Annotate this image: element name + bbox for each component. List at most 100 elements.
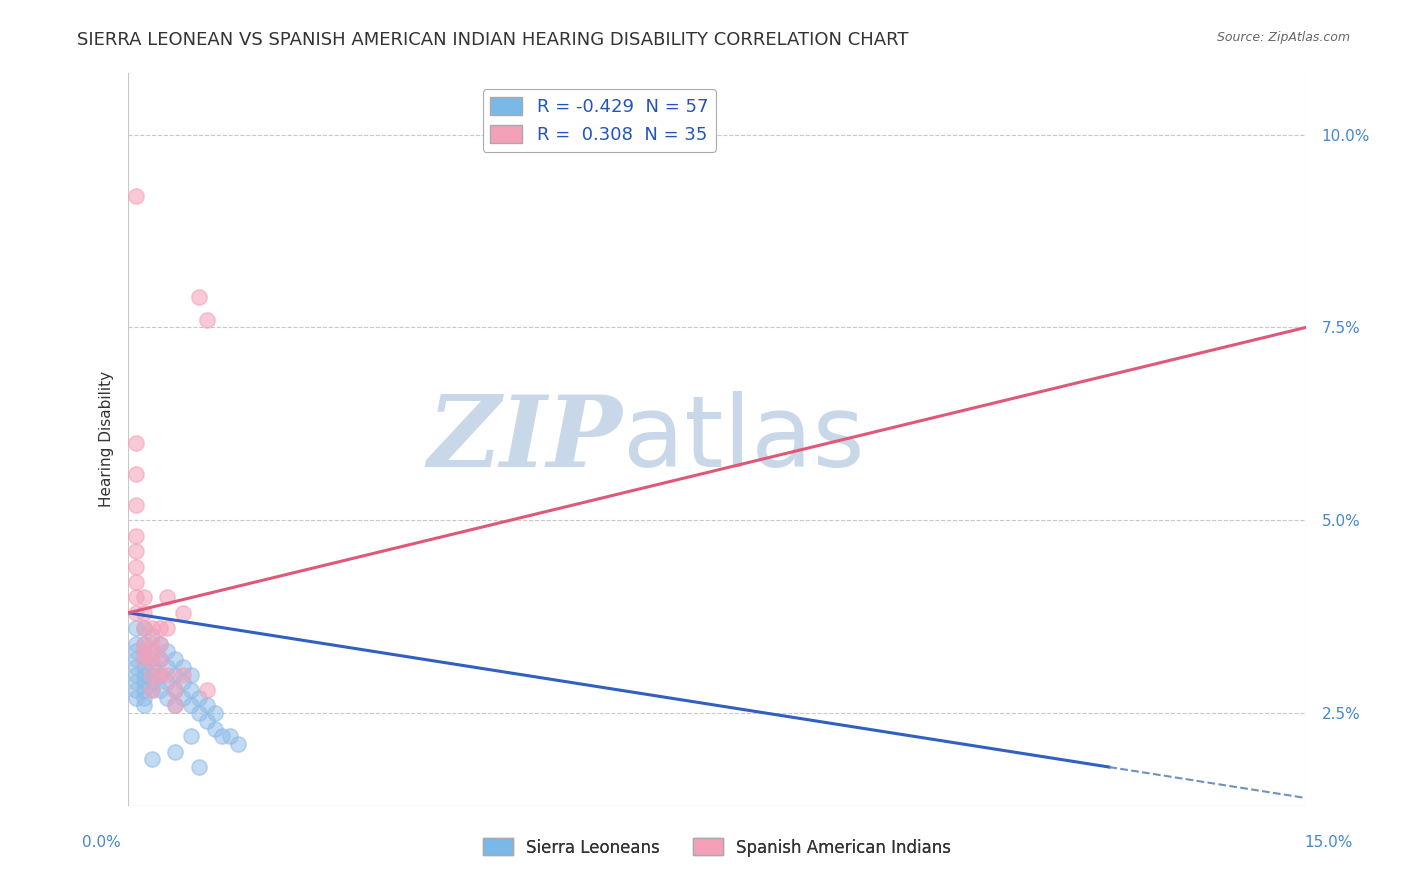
Point — [132, 606, 155, 620]
Point — [195, 682, 218, 697]
Point — [125, 652, 148, 666]
Legend: Sierra Leoneans, Spanish American Indians: Sierra Leoneans, Spanish American Indian… — [475, 831, 957, 863]
Point — [132, 644, 155, 658]
Point — [149, 637, 172, 651]
Point — [125, 574, 148, 589]
Text: Source: ZipAtlas.com: Source: ZipAtlas.com — [1216, 31, 1350, 45]
Point — [195, 714, 218, 728]
Point — [125, 690, 148, 705]
Point — [125, 675, 148, 690]
Point — [165, 667, 187, 681]
Point — [195, 698, 218, 713]
Point — [125, 644, 148, 658]
Point — [156, 675, 179, 690]
Point — [132, 660, 155, 674]
Point — [149, 682, 172, 697]
Point — [149, 652, 172, 666]
Point — [141, 637, 163, 651]
Point — [132, 621, 155, 635]
Point — [125, 498, 148, 512]
Point — [149, 667, 172, 681]
Text: 0.0%: 0.0% — [82, 836, 121, 850]
Point — [141, 682, 163, 697]
Point — [165, 698, 187, 713]
Point — [125, 591, 148, 605]
Point — [132, 682, 155, 697]
Point — [132, 637, 155, 651]
Point — [141, 629, 163, 643]
Point — [132, 652, 155, 666]
Point — [165, 682, 187, 697]
Text: ZIP: ZIP — [427, 391, 623, 488]
Point — [141, 644, 163, 658]
Point — [132, 667, 155, 681]
Point — [141, 652, 163, 666]
Text: 15.0%: 15.0% — [1305, 836, 1353, 850]
Point — [132, 690, 155, 705]
Point — [132, 652, 155, 666]
Point — [187, 290, 209, 304]
Text: SIERRA LEONEAN VS SPANISH AMERICAN INDIAN HEARING DISABILITY CORRELATION CHART: SIERRA LEONEAN VS SPANISH AMERICAN INDIA… — [77, 31, 908, 49]
Point — [156, 660, 179, 674]
Point — [141, 621, 163, 635]
Point — [125, 467, 148, 481]
Point — [132, 621, 155, 635]
Point — [125, 544, 148, 558]
Point — [165, 698, 187, 713]
Point — [132, 637, 155, 651]
Point — [180, 698, 202, 713]
Point — [132, 591, 155, 605]
Point — [180, 729, 202, 743]
Point — [125, 682, 148, 697]
Point — [125, 621, 148, 635]
Point — [172, 660, 194, 674]
Point — [132, 698, 155, 713]
Point — [180, 667, 202, 681]
Point — [149, 652, 172, 666]
Point — [141, 652, 163, 666]
Text: atlas: atlas — [623, 391, 865, 488]
Point — [125, 606, 148, 620]
Point — [125, 436, 148, 450]
Point — [195, 312, 218, 326]
Point — [141, 675, 163, 690]
Point — [132, 644, 155, 658]
Point — [180, 682, 202, 697]
Point — [156, 591, 179, 605]
Point — [156, 621, 179, 635]
Point — [125, 529, 148, 543]
Point — [141, 682, 163, 697]
Point — [125, 637, 148, 651]
Point — [125, 660, 148, 674]
Point — [172, 690, 194, 705]
Point — [141, 752, 163, 766]
Point — [211, 729, 233, 743]
Point — [125, 189, 148, 203]
Point — [141, 660, 163, 674]
Point — [172, 606, 194, 620]
Point — [165, 652, 187, 666]
Y-axis label: Hearing Disability: Hearing Disability — [100, 371, 114, 508]
Point — [125, 559, 148, 574]
Point — [149, 621, 172, 635]
Point — [156, 667, 179, 681]
Point — [187, 760, 209, 774]
Point — [165, 745, 187, 759]
Point — [226, 737, 249, 751]
Point — [172, 675, 194, 690]
Point — [156, 690, 179, 705]
Point — [187, 690, 209, 705]
Point — [149, 667, 172, 681]
Point — [132, 675, 155, 690]
Point — [172, 667, 194, 681]
Point — [204, 706, 226, 720]
Point — [219, 729, 242, 743]
Point — [187, 706, 209, 720]
Point — [125, 667, 148, 681]
Point — [141, 667, 163, 681]
Point — [141, 667, 163, 681]
Point — [156, 644, 179, 658]
Point — [149, 637, 172, 651]
Point — [165, 682, 187, 697]
Point — [204, 722, 226, 736]
